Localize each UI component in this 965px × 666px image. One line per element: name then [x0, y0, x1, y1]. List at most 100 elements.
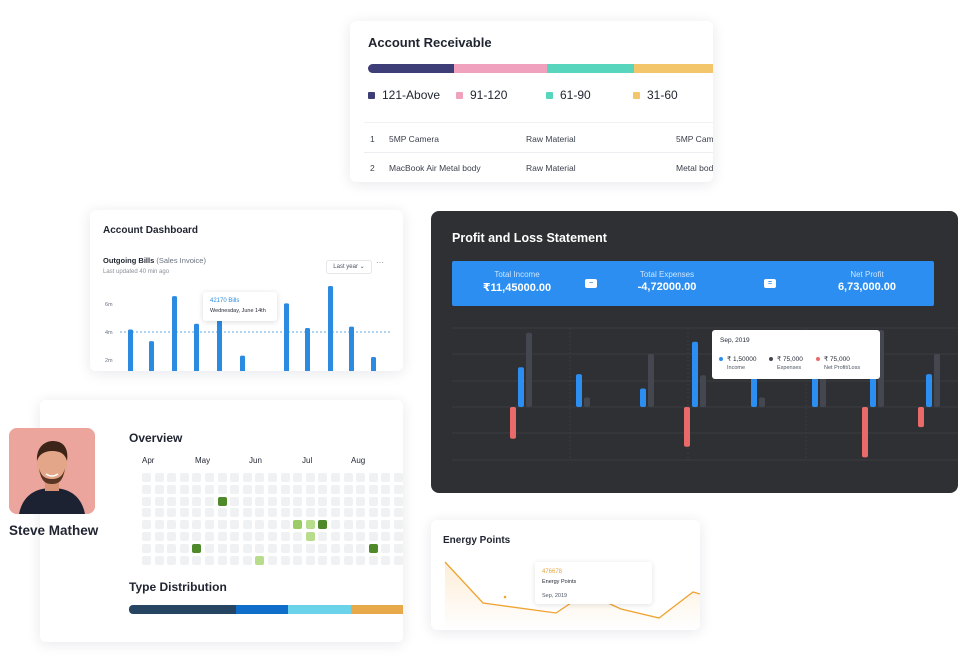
heatmap-cell[interactable]: [192, 555, 202, 565]
heatmap-cell[interactable]: [192, 484, 202, 494]
heatmap-cell[interactable]: [343, 532, 353, 541]
more-options-icon[interactable]: ···: [376, 258, 384, 267]
heatmap-cell[interactable]: [356, 496, 366, 506]
heatmap-cell[interactable]: [381, 520, 391, 530]
heatmap-cell[interactable]: [242, 520, 252, 530]
heatmap-cell[interactable]: [167, 508, 177, 518]
bill-bar[interactable]: [371, 357, 376, 371]
heatmap-cell[interactable]: [318, 520, 328, 530]
heatmap-cell[interactable]: [381, 473, 391, 482]
heatmap-cell[interactable]: [293, 496, 303, 506]
bill-bar[interactable]: [194, 323, 199, 371]
heatmap-cell[interactable]: [318, 532, 328, 541]
heatmap-cell[interactable]: [293, 520, 303, 530]
heatmap-cell[interactable]: [368, 484, 378, 494]
heatmap-cell[interactable]: [154, 555, 164, 565]
heatmap-cell[interactable]: [280, 508, 290, 518]
heatmap-cell[interactable]: [179, 555, 189, 565]
bill-bar[interactable]: [172, 296, 177, 371]
heatmap-cell[interactable]: [167, 555, 177, 565]
heatmap-cell[interactable]: [305, 555, 315, 565]
heatmap-cell[interactable]: [368, 532, 378, 541]
heatmap-cell[interactable]: [381, 496, 391, 506]
bill-bar[interactable]: [284, 303, 289, 371]
heatmap-cell[interactable]: [293, 532, 303, 541]
heatmap-cell[interactable]: [255, 496, 265, 506]
net-bar[interactable]: [862, 407, 868, 458]
heatmap-cell[interactable]: [293, 484, 303, 494]
heatmap-cell[interactable]: [331, 532, 340, 541]
heatmap-cell[interactable]: [305, 508, 315, 518]
table-row[interactable]: 2 MacBook Air Metal body Raw Material Me…: [370, 163, 713, 173]
heatmap-cell[interactable]: [305, 532, 315, 541]
heatmap-cell[interactable]: [230, 555, 240, 565]
heatmap-cell[interactable]: [343, 484, 353, 494]
heatmap-cell[interactable]: [343, 555, 353, 565]
heatmap-cell[interactable]: [192, 543, 202, 553]
heatmap-cell[interactable]: [343, 473, 353, 482]
heatmap-cell[interactable]: [268, 496, 277, 506]
heatmap-cell[interactable]: [154, 496, 164, 506]
heatmap-cell[interactable]: [205, 543, 214, 553]
expenses-bar[interactable]: [934, 354, 940, 407]
legend-item[interactable]: 121-Above: [368, 88, 456, 102]
heatmap-cell[interactable]: [356, 543, 366, 553]
income-bar[interactable]: [576, 374, 582, 407]
heatmap-cell[interactable]: [242, 532, 252, 541]
net-bar[interactable]: [510, 407, 516, 439]
heatmap-cell[interactable]: [318, 543, 328, 553]
expenses-bar[interactable]: [700, 375, 706, 407]
heatmap-cell[interactable]: [255, 508, 265, 518]
heatmap-cell[interactable]: [142, 555, 151, 565]
income-bar[interactable]: [926, 374, 932, 407]
heatmap-cell[interactable]: [230, 484, 240, 494]
heatmap-cell[interactable]: [394, 532, 403, 541]
heatmap-cell[interactable]: [280, 532, 290, 541]
income-bar[interactable]: [518, 367, 524, 407]
heatmap-cell[interactable]: [318, 496, 328, 506]
income-bar[interactable]: [692, 341, 698, 407]
heatmap-cell[interactable]: [179, 473, 189, 482]
heatmap-cell[interactable]: [331, 496, 340, 506]
heatmap-cell[interactable]: [205, 484, 214, 494]
heatmap-cell[interactable]: [230, 473, 240, 482]
expenses-bar[interactable]: [648, 354, 654, 407]
heatmap-cell[interactable]: [192, 508, 202, 518]
heatmap-cell[interactable]: [205, 473, 214, 482]
heatmap-cell[interactable]: [343, 508, 353, 518]
heatmap-cell[interactable]: [394, 543, 403, 553]
heatmap-cell[interactable]: [293, 555, 303, 565]
heatmap-cell[interactable]: [318, 555, 328, 565]
heatmap-cell[interactable]: [381, 543, 391, 553]
heatmap-cell[interactable]: [167, 543, 177, 553]
heatmap-cell[interactable]: [205, 496, 214, 506]
heatmap-cell[interactable]: [167, 473, 177, 482]
heatmap-cell[interactable]: [242, 473, 252, 482]
heatmap-cell[interactable]: [368, 508, 378, 518]
heatmap-cell[interactable]: [142, 473, 151, 482]
heatmap-cell[interactable]: [192, 532, 202, 541]
net-bar[interactable]: [684, 407, 690, 447]
heatmap-cell[interactable]: [268, 473, 277, 482]
heatmap-cell[interactable]: [179, 496, 189, 506]
heatmap-cell[interactable]: [394, 555, 403, 565]
heatmap-cell[interactable]: [318, 473, 328, 482]
heatmap-cell[interactable]: [255, 543, 265, 553]
bill-bar[interactable]: [240, 355, 245, 371]
heatmap-cell[interactable]: [142, 543, 151, 553]
heatmap-cell[interactable]: [356, 484, 366, 494]
table-row[interactable]: 1 5MP Camera Raw Material 5MP Came: [370, 134, 713, 144]
legend-item[interactable]: 91-120: [456, 88, 546, 102]
heatmap-cell[interactable]: [217, 484, 227, 494]
heatmap-cell[interactable]: [255, 520, 265, 530]
heatmap-cell[interactable]: [154, 484, 164, 494]
expenses-bar[interactable]: [759, 397, 765, 407]
heatmap-cell[interactable]: [217, 520, 227, 530]
heatmap-cell[interactable]: [205, 532, 214, 541]
heatmap-cell[interactable]: [205, 555, 214, 565]
period-select[interactable]: Last year ⌄: [326, 260, 372, 274]
heatmap-cell[interactable]: [394, 508, 403, 518]
income-bar[interactable]: [640, 388, 646, 407]
heatmap-cell[interactable]: [255, 532, 265, 541]
heatmap-cell[interactable]: [368, 555, 378, 565]
